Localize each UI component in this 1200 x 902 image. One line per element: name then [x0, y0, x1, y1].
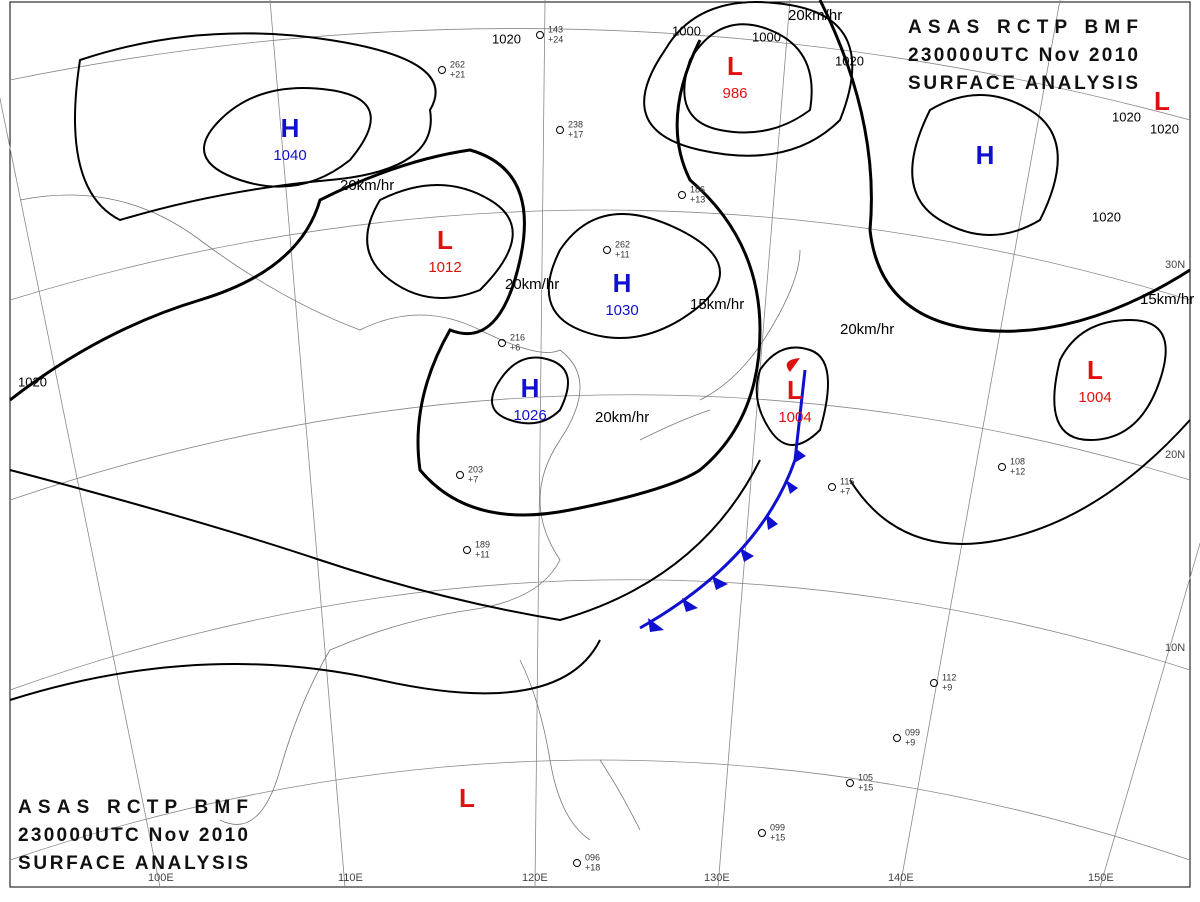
isobar-label: 1000	[672, 23, 701, 38]
station-tendency: +21	[450, 69, 465, 79]
isobar-label: 1020	[1092, 209, 1121, 224]
system-pressure: 1004	[778, 409, 811, 426]
station-marker	[930, 679, 938, 687]
latitude-label: 30N	[1165, 259, 1185, 271]
station-pressure: 238	[568, 119, 583, 129]
longitude-label: 140E	[888, 872, 914, 884]
station-pressure: 112	[942, 672, 956, 682]
isobar-label: 1000	[752, 29, 781, 44]
station-marker	[828, 483, 836, 491]
header-line: 230000UTC Nov 2010	[908, 45, 1138, 66]
station-tendency: +13	[690, 194, 705, 204]
station-pressure: 203	[468, 464, 483, 474]
longitude-label: 100E	[148, 872, 174, 884]
station-marker	[998, 463, 1006, 471]
system-symbol: L	[1087, 355, 1103, 385]
cold-front	[639, 358, 807, 632]
station-marker	[456, 471, 464, 479]
movement-speed: 15km/hr	[1140, 291, 1194, 308]
system-symbol: H	[613, 268, 632, 298]
movement-speed: 20km/hr	[840, 321, 894, 338]
station-pressure: 096	[585, 852, 600, 862]
station-pressure: 143	[548, 24, 563, 34]
longitude-label: 120E	[522, 872, 548, 884]
station-pressure: 186	[690, 184, 705, 194]
station-tendency: +12	[1010, 466, 1025, 476]
movement-speed: 20km/hr	[505, 276, 559, 293]
station-pressure: 105	[858, 772, 873, 782]
isobar-label: 1020	[1112, 109, 1141, 124]
station-pressure: 189	[475, 539, 490, 549]
isobar-label: 1020	[492, 31, 521, 46]
station-tendency: +24	[548, 34, 563, 44]
system-pressure: 1030	[605, 302, 638, 319]
station-marker	[846, 779, 854, 787]
system-pressure: 1012	[428, 259, 461, 276]
movement-speed: 15km/hr	[690, 296, 744, 313]
system-pressure: 1026	[513, 407, 546, 424]
isobars	[9, 0, 1191, 701]
system-symbol: L	[437, 225, 453, 255]
station-marker	[536, 31, 544, 39]
latitude-label: 10N	[1165, 642, 1185, 654]
latitude-label: 20N	[1165, 449, 1185, 461]
isobar-label: 1020	[18, 374, 47, 389]
isobar-label: 1020	[1150, 121, 1179, 136]
system-pressure: 986	[722, 85, 747, 102]
station-tendency: +15	[770, 832, 785, 842]
station-tendency: +6	[510, 342, 520, 352]
longitude-label: 150E	[1088, 872, 1114, 884]
station-tendency: +11	[615, 249, 630, 259]
station-marker	[603, 246, 611, 254]
station-tendency: +7	[468, 474, 478, 484]
station-tendency: +9	[942, 682, 952, 692]
station-pressure: 099	[905, 727, 920, 737]
movement-speed: 20km/hr	[595, 409, 649, 426]
station-marker	[498, 339, 506, 347]
system-symbol: H	[976, 140, 995, 170]
isobar-label: 1020	[835, 53, 864, 68]
station-tendency: +7	[840, 486, 850, 496]
station-tendency: +9	[905, 737, 915, 747]
header-line: 230000UTC Nov 2010	[18, 825, 248, 846]
movement-speed: 20km/hr	[340, 177, 394, 194]
station-marker	[438, 66, 446, 74]
station-marker	[678, 191, 686, 199]
system-symbol: L	[787, 375, 803, 405]
longitude-label: 110E	[338, 872, 363, 884]
station-tendency: +11	[475, 549, 490, 559]
station-pressure: 262	[450, 59, 465, 69]
system-symbol: L	[727, 51, 743, 81]
frame	[9, 1, 1191, 888]
station-marker	[893, 734, 901, 742]
station-tendency: +18	[585, 862, 600, 872]
system-pressure: 1040	[273, 147, 306, 164]
station-marker	[573, 859, 581, 867]
station-pressure: 115	[840, 476, 854, 486]
coastlines	[19, 194, 801, 841]
system-symbol: H	[521, 373, 540, 403]
movement-speed: 20km/hr	[788, 7, 842, 24]
longitude-label: 130E	[704, 872, 730, 884]
station-marker	[463, 546, 471, 554]
station-pressure: 099	[770, 822, 785, 832]
station-pressure: 108	[1010, 456, 1025, 466]
system-symbol: H	[281, 113, 300, 143]
station-marker	[556, 126, 564, 134]
station-pressure: 262	[615, 239, 630, 249]
station-marker	[758, 829, 766, 837]
system-symbol: L	[1154, 86, 1170, 116]
system-symbol: L	[459, 783, 475, 813]
station-tendency: +17	[568, 129, 583, 139]
station-tendency: +15	[858, 782, 873, 792]
system-pressure: 1004	[1078, 389, 1111, 406]
station-pressure: 216	[510, 332, 525, 342]
